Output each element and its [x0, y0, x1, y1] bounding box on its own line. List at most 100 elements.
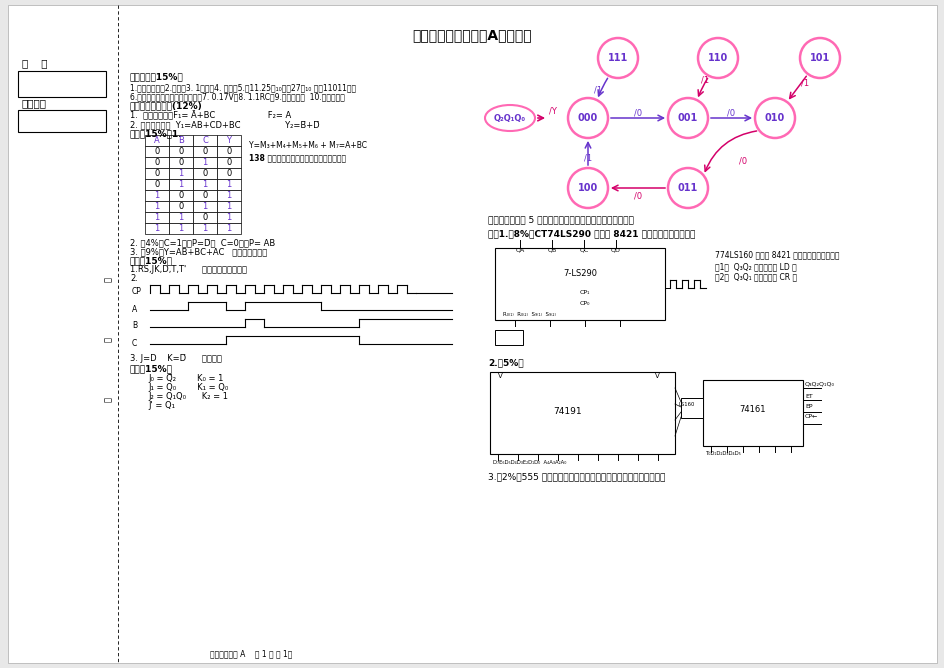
Text: 0: 0	[202, 191, 208, 200]
Bar	[193, 212, 217, 223]
Text: C: C	[202, 136, 208, 145]
Bar	[217, 190, 241, 201]
Bar	[217, 157, 241, 168]
Bar	[144, 168, 169, 179]
Bar	[193, 157, 217, 168]
Text: 1: 1	[154, 191, 160, 200]
Text: 100: 100	[578, 183, 598, 193]
Text: 五、（15%）: 五、（15%）	[130, 364, 173, 373]
Text: 2.: 2.	[130, 274, 138, 283]
Bar	[193, 223, 217, 234]
Text: 0: 0	[154, 180, 160, 189]
Text: 1: 1	[178, 180, 183, 189]
Text: 1: 1	[154, 202, 160, 211]
Text: R₀₍₁₎  R₀₍₂₎  S₉₍₁₎  S₉₍₂₎: R₀₍₁₎ R₀₍₂₎ S₉₍₁₎ S₉₍₂₎	[502, 312, 555, 317]
Bar	[217, 212, 241, 223]
Text: 0: 0	[178, 147, 183, 156]
Text: QC: QC	[579, 248, 588, 253]
Text: 110: 110	[707, 53, 728, 63]
Text: 1: 1	[202, 202, 208, 211]
Text: /1: /1	[583, 154, 592, 162]
Text: LS160: LS160	[678, 402, 695, 407]
Text: B: B	[177, 136, 184, 145]
Text: 1: 1	[227, 191, 231, 200]
Text: /1: /1	[594, 86, 601, 94]
Text: 0: 0	[202, 213, 208, 222]
Text: J₂ = Q₁Q₀      K₂ = 1: J₂ = Q₁Q₀ K₂ = 1	[148, 392, 228, 401]
Bar	[169, 168, 193, 179]
Bar	[144, 157, 169, 168]
Text: J₀ = Q̄₂        K₀ = 1: J₀ = Q̄₂ K₀ = 1	[148, 374, 223, 383]
Bar	[169, 179, 193, 190]
Bar	[144, 179, 169, 190]
Text: Y=M₃+M₄+M₅+M₆ + M₇=A+BC: Y=M₃+M₄+M₅+M₆ + M₇=A+BC	[248, 141, 366, 150]
Text: 封: 封	[104, 337, 112, 343]
Text: 0: 0	[202, 147, 208, 156]
Text: 二、化简逻辑函数(12%): 二、化简逻辑函数(12%)	[130, 101, 203, 110]
Text: D₇E₆D₅D₄D₃E₂D₁D₀  A₄A₃A₂A₀: D₇E₆D₅D₄D₃E₂D₁D₀ A₄A₃A₂A₀	[493, 460, 565, 465]
Text: 密: 密	[104, 277, 112, 283]
Text: CP₁: CP₁	[580, 290, 590, 295]
Text: 3. J=D    K=D̄      电路省略: 3. J=D K=D̄ 电路省略	[130, 354, 222, 363]
Ellipse shape	[484, 105, 534, 131]
Text: V̄: V̄	[654, 373, 659, 379]
Text: 000: 000	[578, 113, 598, 123]
Circle shape	[667, 98, 707, 138]
Circle shape	[667, 168, 707, 208]
Bar	[144, 146, 169, 157]
Text: 0: 0	[227, 158, 231, 167]
Bar	[144, 212, 169, 223]
Text: T₀D₁D₂D₃D₄D₅: T₀D₁D₂D₃D₄D₅	[705, 451, 741, 456]
Text: 姓    名: 姓 名	[22, 58, 47, 68]
Bar	[217, 135, 241, 146]
Text: A: A	[132, 305, 137, 313]
Text: 011: 011	[677, 183, 698, 193]
Text: 3.〈2%〉555 构建成的电路是多谐振荡器，自动产生矩形波功能。: 3.〈2%〉555 构建成的电路是多谐振荡器，自动产生矩形波功能。	[487, 472, 665, 481]
Text: 1: 1	[202, 224, 208, 233]
Bar	[193, 135, 217, 146]
Text: 774LS160 转换为 8421 码六进制加法计数器：: 774LS160 转换为 8421 码六进制加法计数器：	[715, 250, 838, 259]
Text: 班级学号: 班级学号	[22, 98, 47, 108]
Text: 0: 0	[154, 158, 160, 167]
Text: J₁ = Q₀        K₁ = Q₀: J₁ = Q₀ K₁ = Q₀	[148, 383, 228, 392]
Text: Q₃Q₂Q₁Q₀: Q₃Q₂Q₁Q₀	[804, 381, 834, 386]
Text: 138 输出端分别配加与非门实现上述功能。: 138 输出端分别配加与非门实现上述功能。	[248, 153, 346, 162]
Bar	[169, 212, 193, 223]
Bar	[169, 201, 193, 212]
Text: J' = Q₁: J' = Q₁	[148, 401, 175, 410]
Text: ET: ET	[804, 394, 812, 399]
Bar	[495, 248, 665, 320]
Bar	[169, 223, 193, 234]
Text: CP: CP	[132, 287, 142, 297]
Bar	[169, 135, 193, 146]
Text: 0: 0	[154, 147, 160, 156]
Bar	[193, 190, 217, 201]
Bar	[495, 330, 522, 345]
Text: /0: /0	[633, 192, 641, 200]
Text: 1: 1	[227, 213, 231, 222]
Text: 数字电子技术试题（A卷）答案: 数字电子技术试题（A卷）答案	[412, 28, 531, 42]
Bar	[702, 380, 802, 446]
Bar	[681, 398, 702, 418]
Text: 7-LS290: 7-LS290	[563, 269, 597, 278]
Text: 0: 0	[202, 169, 208, 178]
Text: 一、填空（15%）: 一、填空（15%）	[130, 72, 183, 81]
Bar	[193, 179, 217, 190]
Text: QA: QA	[514, 248, 524, 253]
Text: EP: EP	[804, 404, 812, 409]
Text: 线: 线	[104, 397, 112, 403]
Bar	[217, 201, 241, 212]
Text: 101: 101	[809, 53, 829, 63]
Circle shape	[567, 168, 607, 208]
Bar	[217, 168, 241, 179]
Circle shape	[754, 98, 794, 138]
Text: 1: 1	[154, 213, 160, 222]
Text: Y: Y	[227, 136, 231, 145]
Bar	[169, 157, 193, 168]
Text: QB: QB	[547, 248, 556, 253]
Text: QD: QD	[611, 248, 620, 253]
Bar	[169, 190, 193, 201]
Text: CP₀: CP₀	[580, 301, 590, 306]
Text: 010: 010	[764, 113, 784, 123]
Bar	[193, 201, 217, 212]
